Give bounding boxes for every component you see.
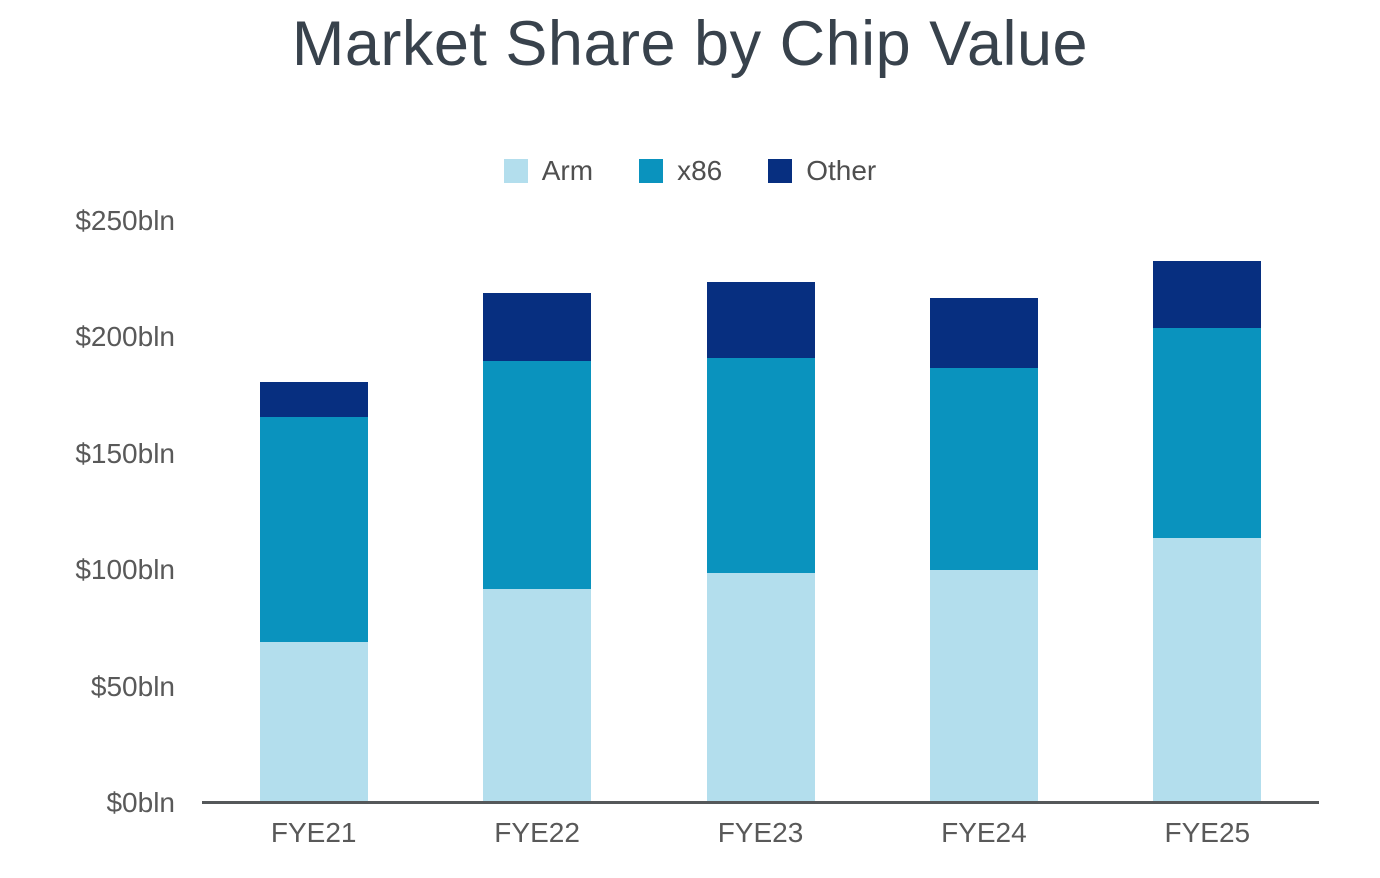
legend-label: Other: [806, 155, 877, 186]
bar-segment-fye21-arm: [259, 642, 368, 803]
bar-segment-fye21-other: [259, 381, 368, 417]
y-tick-label: $0bln: [106, 787, 175, 818]
legend: Arm x86 Other: [0, 157, 1380, 185]
bar-segment-fye23-arm: [706, 572, 815, 803]
chart-title: Market Share by Chip Value: [291, 9, 1089, 79]
bar-segment-fye22-arm: [483, 588, 592, 803]
x-axis-line: [202, 801, 1319, 804]
legend-swatch-arm: [503, 159, 528, 183]
bar-fye24: [929, 297, 1038, 803]
bar-segment-fye22-x86: [483, 360, 592, 589]
bar-segment-fye24-other: [929, 297, 1038, 368]
bar-fye21: [259, 381, 368, 803]
legend-item-arm: Arm: [503, 155, 594, 186]
bar-fye22: [483, 293, 592, 803]
bar-fye25: [1153, 260, 1262, 803]
x-tick-label-fye25: FYE25: [1164, 817, 1251, 848]
plot-area: $0bln $50bln $100bln $150bln $200bln $250bln …: [75, 205, 1319, 848]
bar-segment-fye24-x86: [929, 367, 1038, 571]
legend-label: x86: [677, 155, 723, 186]
legend-swatch-other: [768, 159, 793, 183]
legend-item-other: Other: [768, 157, 876, 185]
bar-segment-fye22-other: [483, 293, 592, 361]
legend-item-x86: x86: [639, 157, 722, 185]
bar-segment-fye23-x86: [706, 358, 815, 573]
bar-segment-fye23-other: [706, 281, 815, 359]
bar-segment-fye24-arm: [929, 570, 1038, 803]
x-tick-label-fye22: FYE22: [494, 817, 580, 848]
y-tick-label: $150bln: [75, 437, 175, 469]
y-tick-label: $250bln: [75, 205, 175, 236]
bar-segment-fye21-x86: [259, 416, 368, 643]
legend-label: Arm: [541, 155, 594, 186]
x-tick-label-fye23: FYE23: [717, 817, 804, 848]
y-tick-label: $50bln: [90, 670, 175, 702]
x-tick-label-fye21: FYE21: [270, 817, 357, 848]
bar-fye23: [706, 281, 815, 803]
legend-swatch-x86: [639, 159, 664, 183]
y-tick-label: $100bln: [75, 554, 175, 586]
bar-segment-fye25-other: [1153, 260, 1262, 329]
y-tick-label: $200bln: [75, 321, 175, 353]
bar-segment-fye25-x86: [1153, 328, 1262, 538]
x-tick-label-fye24: FYE24: [941, 817, 1027, 848]
bar-segment-fye25-arm: [1153, 537, 1262, 803]
